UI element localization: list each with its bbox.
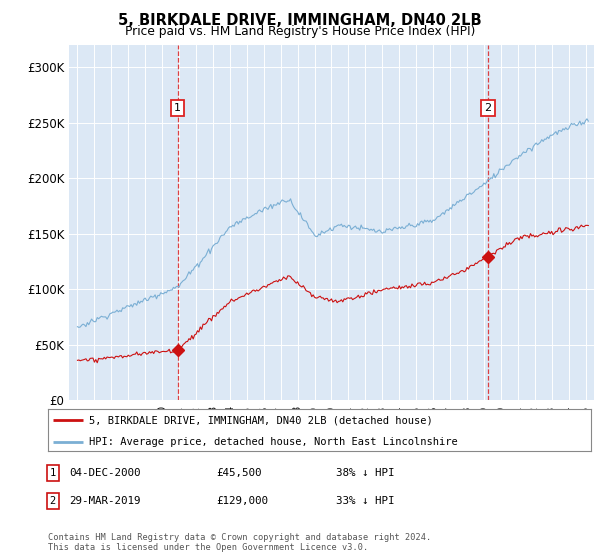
Text: 29-MAR-2019: 29-MAR-2019: [69, 496, 140, 506]
Text: 2: 2: [484, 103, 491, 113]
Text: HPI: Average price, detached house, North East Lincolnshire: HPI: Average price, detached house, Nort…: [89, 437, 457, 446]
Text: 5, BIRKDALE DRIVE, IMMINGHAM, DN40 2LB: 5, BIRKDALE DRIVE, IMMINGHAM, DN40 2LB: [118, 13, 482, 29]
Text: 2: 2: [50, 496, 56, 506]
Text: 1: 1: [174, 103, 181, 113]
Text: 1: 1: [50, 468, 56, 478]
Text: Price paid vs. HM Land Registry's House Price Index (HPI): Price paid vs. HM Land Registry's House …: [125, 25, 475, 38]
Text: 5, BIRKDALE DRIVE, IMMINGHAM, DN40 2LB (detached house): 5, BIRKDALE DRIVE, IMMINGHAM, DN40 2LB (…: [89, 415, 433, 425]
Text: Contains HM Land Registry data © Crown copyright and database right 2024.: Contains HM Land Registry data © Crown c…: [48, 533, 431, 542]
Text: 04-DEC-2000: 04-DEC-2000: [69, 468, 140, 478]
Text: 33% ↓ HPI: 33% ↓ HPI: [336, 496, 395, 506]
Text: 38% ↓ HPI: 38% ↓ HPI: [336, 468, 395, 478]
Text: This data is licensed under the Open Government Licence v3.0.: This data is licensed under the Open Gov…: [48, 543, 368, 552]
Text: £45,500: £45,500: [216, 468, 262, 478]
Text: £129,000: £129,000: [216, 496, 268, 506]
